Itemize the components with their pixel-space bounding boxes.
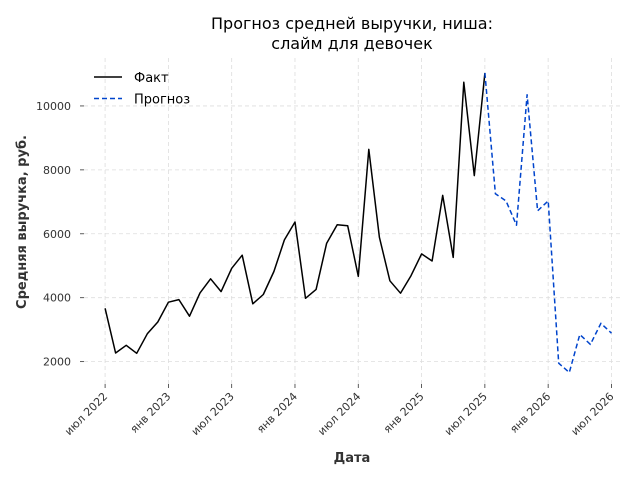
x-tick-label: янв 2026 — [507, 390, 553, 436]
series-layer — [104, 72, 613, 374]
x-tick-label: янв 2025 — [381, 390, 427, 436]
grid — [84, 58, 622, 384]
x-tick-label: янв 2024 — [254, 390, 300, 436]
x-axis-ticks: июл 2022 янв 2023 июл 2023 янв 2024 июл 2024… — [62, 384, 617, 438]
chart-title-line-1: Прогноз средней выручки, ниша: — [211, 14, 493, 33]
y-tick-label: 6000 — [43, 228, 71, 241]
series-line-1 — [484, 72, 613, 374]
y-tick-label: 2000 — [43, 356, 71, 369]
series-line-0 — [104, 72, 486, 355]
x-tick-label: июл 2025 — [442, 390, 490, 438]
y-tick-label: 8000 — [43, 164, 71, 177]
y-tick-label: 4000 — [43, 292, 71, 305]
x-tick-label: июл 2024 — [315, 390, 363, 438]
y-axis-ticks: 2000 4000 6000 8000 10000 — [36, 100, 84, 369]
x-tick-label: июл 2022 — [62, 390, 110, 438]
legend: Факт Прогноз — [94, 71, 190, 108]
x-tick-label: июл 2026 — [569, 390, 617, 438]
x-axis-label: Дата — [334, 451, 371, 466]
legend-label: Прогноз — [134, 93, 190, 108]
chart-title-line-2: слайм для девочек — [271, 34, 433, 53]
x-tick-label: янв 2023 — [128, 390, 174, 436]
x-tick-label: июл 2023 — [189, 390, 237, 438]
legend-label: Факт — [134, 71, 169, 86]
y-tick-label: 10000 — [36, 100, 71, 113]
y-axis-label: Средняя выручка, руб. — [15, 135, 30, 309]
